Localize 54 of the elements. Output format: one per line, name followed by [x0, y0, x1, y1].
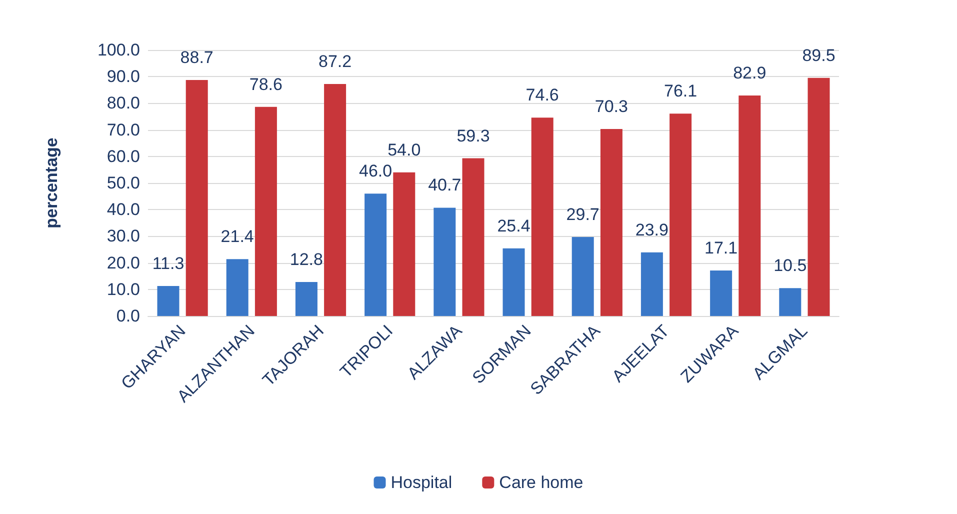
bar: [157, 286, 180, 316]
bar: [434, 208, 456, 316]
data-label: 29.7: [566, 205, 600, 224]
y-tick-label: 90.0: [106, 67, 140, 86]
data-label: 25.4: [497, 216, 530, 236]
bar: [808, 78, 830, 316]
bar: [738, 95, 761, 316]
y-tick-label: 80.0: [106, 94, 140, 113]
data-label: 54.0: [388, 140, 421, 160]
bar: [640, 252, 663, 316]
bar: [324, 84, 346, 316]
bar: [600, 129, 622, 316]
data-label: 46.0: [359, 162, 392, 181]
y-axis-title: percentage: [42, 138, 61, 228]
legend-label: Care home: [499, 473, 584, 492]
data-label: 12.8: [290, 250, 323, 269]
data-label: 87.2: [318, 52, 352, 72]
data-label: 88.7: [180, 48, 214, 68]
y-tick-label: 10.0: [106, 280, 140, 299]
data-label: 21.4: [220, 227, 254, 246]
bar: [710, 270, 732, 316]
data-label: 40.7: [428, 176, 462, 195]
data-label: 70.3: [594, 97, 628, 116]
data-label: 11.3: [152, 254, 184, 273]
y-tick-label: 20.0: [106, 253, 140, 272]
data-label: 89.5: [802, 46, 836, 65]
bar: [572, 237, 594, 316]
bar: [186, 80, 208, 316]
data-label: 59.3: [456, 126, 490, 146]
y-tick-label: 100.0: [97, 40, 140, 60]
bar: [295, 282, 318, 316]
bar: [462, 158, 484, 316]
bar: [254, 106, 277, 316]
data-label: 23.9: [635, 220, 668, 240]
bar: [531, 118, 554, 316]
bar: [779, 288, 802, 316]
y-tick-label: 0.0: [116, 306, 140, 326]
data-label: 82.9: [733, 63, 766, 82]
data-label: 17.1: [704, 238, 738, 258]
y-tick-label: 30.0: [106, 226, 140, 246]
legend-label: Hospital: [390, 473, 452, 492]
data-label: 10.5: [774, 256, 807, 276]
y-tick-label: 50.0: [106, 174, 140, 192]
data-label: 76.1: [664, 82, 698, 101]
data-label: 78.6: [249, 74, 282, 94]
data-label: 74.6: [526, 86, 559, 105]
bar: [502, 248, 525, 316]
bar: [670, 114, 692, 316]
bar: [364, 194, 387, 316]
bar: [393, 172, 416, 316]
y-tick-label: 40.0: [106, 200, 140, 220]
y-tick-label: 60.0: [106, 146, 140, 166]
y-tick-label: 70.0: [106, 120, 140, 140]
bar: [226, 259, 248, 316]
